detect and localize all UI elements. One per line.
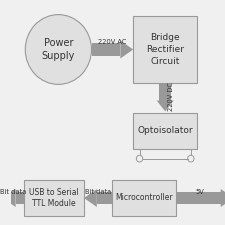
Text: 5V: 5V [195, 189, 204, 195]
Polygon shape [120, 40, 133, 58]
Bar [92, 43, 120, 56]
Polygon shape [3, 189, 16, 207]
Bar [24, 180, 84, 216]
Polygon shape [221, 189, 225, 207]
Text: 220V DC: 220V DC [168, 82, 174, 111]
Bar [159, 83, 171, 101]
Text: Bridge
Rectifier
Circuit: Bridge Rectifier Circuit [146, 33, 184, 66]
Text: Microcontroller: Microcontroller [115, 194, 173, 202]
Circle shape [25, 15, 92, 84]
Bar [133, 112, 197, 148]
Text: Optoisolator: Optoisolator [137, 126, 193, 135]
Text: Bit data: Bit data [85, 189, 111, 195]
Bar [97, 192, 112, 204]
Text: Power
Supply: Power Supply [42, 38, 75, 61]
Polygon shape [157, 101, 174, 111]
Bar [16, 192, 24, 204]
Circle shape [188, 155, 194, 162]
Bar [133, 16, 197, 83]
Bar [176, 192, 221, 204]
Bar [112, 180, 176, 216]
Polygon shape [84, 189, 97, 207]
Circle shape [136, 155, 143, 162]
Text: USB to Serial
TTL Module: USB to Serial TTL Module [29, 188, 79, 208]
Text: Bit data: Bit data [0, 189, 27, 195]
Text: 220V AC: 220V AC [99, 39, 127, 45]
